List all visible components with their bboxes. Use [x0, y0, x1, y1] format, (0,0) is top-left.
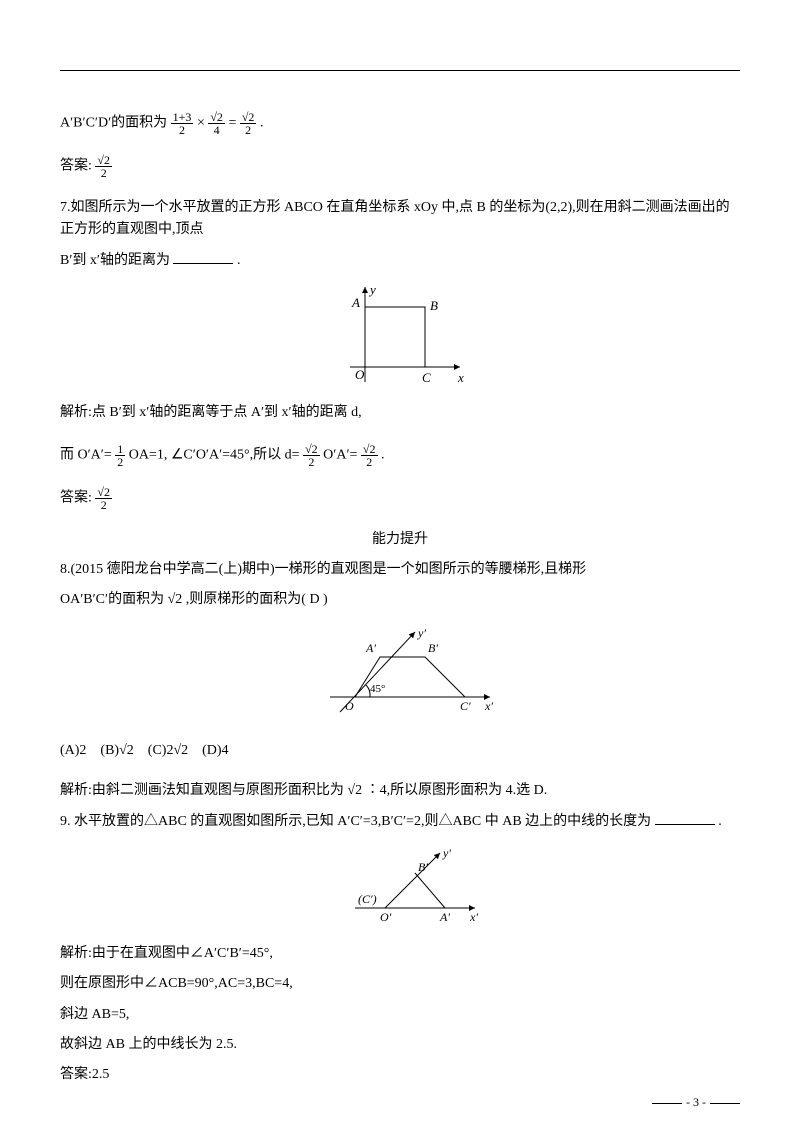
- svg-text:A′: A′: [365, 641, 376, 655]
- frac-3: √22: [240, 111, 257, 136]
- eq: =: [228, 116, 236, 131]
- svg-text:A′: A′: [439, 910, 450, 924]
- text: 9. 水平放置的△ABC 的直观图如图所示,已知 A′C′=3,B′C′=2,则…: [60, 814, 651, 829]
- period: .: [260, 116, 264, 131]
- figure-3: (C′) O′ A′ B′ x′ y′: [60, 843, 740, 933]
- svg-text:y: y: [368, 282, 376, 297]
- sqrt: √2: [168, 592, 183, 607]
- page-number: - 3 -: [686, 1095, 706, 1109]
- answer-1: 答案: √22: [60, 154, 740, 179]
- q7-line2: B′到 x′轴的距离为 .: [60, 250, 740, 272]
- q8-text: 8.(2015 德阳龙台中学高二(上)期中)一梯形的直观图是一个如图所示的等腰梯…: [60, 559, 740, 581]
- page-footer: - 3 -: [652, 1093, 740, 1112]
- text: OA′B′C′的面积为: [60, 592, 164, 607]
- text: A′B′C′D′的面积为: [60, 116, 167, 131]
- q9-a3: 斜边 AB=5,: [60, 1004, 740, 1026]
- answer-label: 答案:: [60, 159, 92, 174]
- svg-text:(C′): (C′): [358, 892, 377, 906]
- frac-half: 12: [115, 443, 125, 468]
- q8-line2: OA′B′C′的面积为 √2 ,则原梯形的面积为( D ): [60, 589, 740, 611]
- frac-1: 1+32: [171, 111, 194, 136]
- text: ,则原梯形的面积为( D ): [186, 592, 328, 607]
- text: O′A′=: [323, 447, 357, 462]
- frac-ans1: √22: [95, 154, 112, 179]
- sqrt: √2: [347, 783, 362, 798]
- blank-1: [173, 250, 233, 264]
- svg-text:x′: x′: [484, 699, 493, 713]
- svg-text:x′: x′: [469, 910, 478, 924]
- period: .: [718, 814, 722, 829]
- svg-text:45°: 45°: [370, 683, 385, 695]
- times: ×: [197, 116, 205, 131]
- q7-line2-text: B′到 x′轴的距离为: [60, 253, 170, 268]
- frac: √22: [361, 443, 378, 468]
- answer-2: 答案: √22: [60, 486, 740, 511]
- figure-2: O C′ B′ A′ 45° x′ y′: [60, 622, 740, 722]
- para-abcd-area: A′B′C′D′的面积为 1+32 × √24 = √22 .: [60, 111, 740, 136]
- svg-text:B′: B′: [428, 641, 438, 655]
- svg-text:B: B: [430, 298, 438, 313]
- text: 而 O′A′=: [60, 447, 112, 462]
- svg-text:y′: y′: [417, 626, 426, 640]
- q8-analysis: 解析:由斜二测画法知直观图与原图形面积比为 √2 ∶4,所以原图形面积为 4.选…: [60, 780, 740, 802]
- q7-text: 7.如图所示为一个水平放置的正方形 ABCO 在直角坐标系 xOy 中,点 B …: [60, 197, 740, 242]
- q9-a2: 则在原图形中∠ACB=90°,AC=3,BC=4,: [60, 973, 740, 995]
- text: 解析:由斜二测画法知直观图与原图形面积比为: [60, 783, 344, 798]
- svg-text:O′: O′: [380, 910, 392, 924]
- header-rule: [60, 70, 740, 71]
- svg-text:C′: C′: [460, 699, 471, 713]
- svg-text:O: O: [355, 367, 365, 382]
- svg-text:x: x: [457, 370, 464, 385]
- period: .: [381, 447, 385, 462]
- q7-analysis: 解析:点 B′到 x′轴的距离等于点 A′到 x′轴的距离 d,: [60, 402, 740, 424]
- q9-a1: 解析:由于在直观图中∠A′C′B′=45°,: [60, 943, 740, 965]
- svg-text:B′: B′: [418, 860, 428, 874]
- q7-calc: 而 O′A′= 12 OA=1, ∠C′O′A′=45°,所以 d= √22 O…: [60, 443, 740, 468]
- blank-2: [655, 811, 715, 825]
- svg-text:y′: y′: [442, 846, 451, 860]
- figure-1: O C B A x y: [60, 282, 740, 392]
- answer-label: 答案:: [60, 490, 92, 505]
- period: .: [237, 253, 241, 268]
- svg-text:A: A: [351, 295, 360, 310]
- q9-a4: 故斜边 AB 上的中线长为 2.5.: [60, 1034, 740, 1056]
- ability-section-title: 能力提升: [60, 529, 740, 551]
- q8-options: (A)2 (B)√2 (C)2√2 (D)4: [60, 740, 740, 762]
- svg-text:C: C: [422, 370, 431, 385]
- text: OA=1, ∠C′O′A′=45°,所以 d=: [129, 447, 300, 462]
- svg-text:O: O: [345, 699, 354, 713]
- q9-text: 9. 水平放置的△ABC 的直观图如图所示,已知 A′C′=3,B′C′=2,则…: [60, 811, 740, 833]
- text: ∶4,所以原图形面积为 4.选 D.: [366, 783, 548, 798]
- frac: √22: [303, 443, 320, 468]
- frac-2: √24: [208, 111, 225, 136]
- q9-ans: 答案:2.5: [60, 1064, 740, 1086]
- frac-ans2: √22: [95, 486, 112, 511]
